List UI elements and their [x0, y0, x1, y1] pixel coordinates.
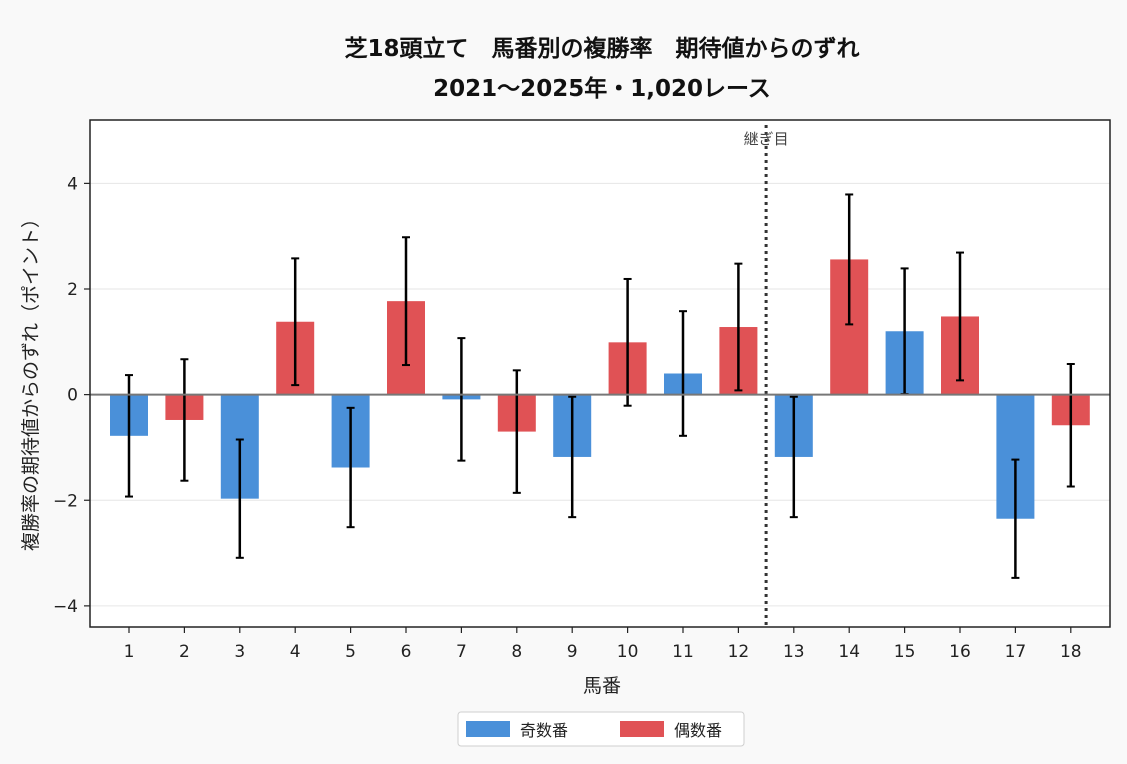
error-bar-2 [180, 358, 189, 482]
y-tick-label: −2 [53, 491, 78, 511]
x-tick-label: 1 [124, 642, 135, 662]
error-bar-6 [402, 236, 410, 367]
x-tick-label: 13 [783, 642, 805, 662]
y-axis-label: 複勝率の期待値からのずれ（ポイント） [20, 209, 42, 551]
x-tick-label: 17 [1005, 642, 1027, 662]
x-tick-label: 15 [894, 642, 916, 662]
y-tick-label: 4 [67, 174, 78, 194]
x-tick-label: 10 [617, 642, 639, 662]
legend-box [457, 711, 745, 747]
x-tick-label: 11 [672, 642, 694, 662]
error-bars [125, 193, 1075, 579]
y-tick-label: 2 [67, 280, 78, 300]
x-tick-label: 5 [345, 642, 356, 662]
y-tick-label: −4 [53, 597, 78, 617]
error-bar-5 [346, 406, 355, 529]
plot-frame [89, 119, 1111, 628]
error-bar-10 [623, 277, 632, 407]
error-bar-7 [457, 337, 466, 462]
x-tick-label: 16 [949, 642, 971, 662]
x-tick-label: 6 [401, 642, 412, 662]
x-tick-label: 3 [234, 642, 245, 662]
seam-label: 継ぎ目 [744, 130, 789, 148]
error-bar-9 [568, 395, 577, 519]
error-bar-16 [956, 251, 964, 382]
legend-label-odd: 奇数番 [520, 721, 568, 740]
x-tick-label: 4 [290, 642, 301, 662]
x-tick-label: 8 [511, 642, 522, 662]
error-bar-8 [512, 369, 521, 494]
chart-title: 芝18頭立て 馬番別の複勝率 期待値からのずれ [344, 35, 859, 62]
x-tick-label: 2 [179, 642, 190, 662]
error-bar-14 [845, 193, 854, 326]
legend: 奇数番 偶数番 [457, 711, 745, 747]
legend-swatch-odd [466, 721, 510, 737]
error-bar-17 [1011, 458, 1020, 579]
chart-subtitle: 2021〜2025年・1,020レース [433, 75, 771, 102]
legend-swatch-even [620, 721, 664, 737]
axes [89, 119, 1111, 628]
error-bar-4 [291, 257, 300, 387]
error-bar-3 [235, 438, 244, 559]
error-bar-12 [734, 262, 743, 392]
x-tick-label: 12 [728, 642, 750, 662]
error-bar-11 [679, 310, 687, 437]
x-tick-label: 9 [567, 642, 578, 662]
error-bar-18 [1066, 362, 1075, 488]
x-tick-label: 18 [1060, 642, 1082, 662]
x-tick-label: 7 [456, 642, 467, 662]
plot-area [90, 120, 1110, 627]
seam-annotation: 継ぎ目 [744, 125, 789, 627]
grid [90, 120, 1110, 627]
y-tick-label: 0 [67, 386, 78, 406]
error-bar-13 [789, 395, 798, 519]
legend-label-even: 偶数番 [674, 721, 722, 740]
x-axis-label: 馬番 [583, 675, 621, 697]
x-tick-label: 14 [838, 642, 860, 662]
